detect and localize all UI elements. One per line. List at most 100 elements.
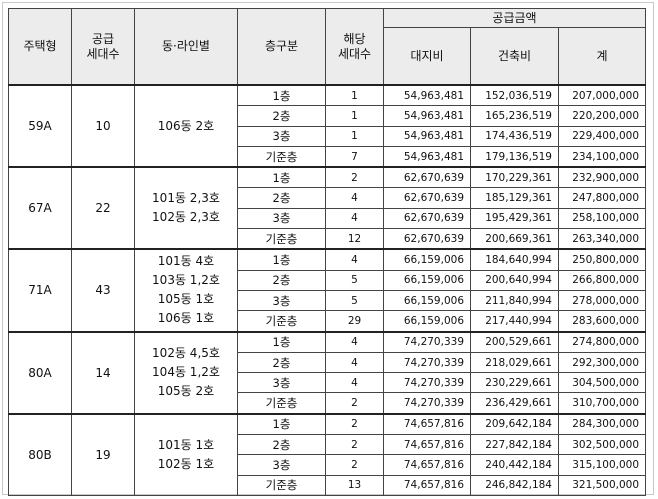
building-line-entry: 102동 1호 xyxy=(157,456,215,471)
table-row: 2층 1 54,963,481 165,236,519 220,200,000 xyxy=(9,105,647,127)
housing-type-cell: 80B xyxy=(8,412,72,496)
land-cost-cell: 74,657,816 xyxy=(383,474,471,496)
applicable-households-cell: 12 xyxy=(325,228,384,250)
applicable-households-cell: 29 xyxy=(325,310,384,333)
land-cost-cell: 66,159,006 xyxy=(383,269,471,291)
construction-cost-cell: 200,669,361 xyxy=(470,228,559,250)
table-row: 기준층 7 54,963,481 179,136,519 234,100,000 xyxy=(9,145,647,168)
land-cost-cell: 62,670,639 xyxy=(383,187,471,209)
total-cost-cell: 207,000,000 xyxy=(557,84,647,107)
total-cost-cell: 304,500,000 xyxy=(557,372,647,394)
floor-cell: 기준층 xyxy=(237,310,326,333)
floor-cell: 기준층 xyxy=(237,145,326,168)
applicable-households-cell: 2 xyxy=(325,392,384,415)
table-row: 3층 4 62,670,639 195,429,361 258,100,000 xyxy=(9,207,647,230)
land-cost-cell: 62,670,639 xyxy=(383,228,471,250)
header-housing-type: 주택형 xyxy=(8,8,72,86)
total-cost-cell: 220,200,000 xyxy=(557,105,647,127)
land-cost-cell: 74,270,339 xyxy=(383,330,471,353)
floor-cell: 1층 xyxy=(237,412,326,436)
applicable-households-cell: 5 xyxy=(325,289,384,312)
land-cost-cell: 74,657,816 xyxy=(383,454,471,476)
table-row: 2층 4 62,670,639 185,129,361 247,800,000 xyxy=(9,187,647,209)
land-cost-cell: 74,270,339 xyxy=(383,351,471,374)
land-cost-cell: 66,159,006 xyxy=(383,289,471,312)
land-cost-cell: 54,963,481 xyxy=(383,145,471,168)
building-line-cell: 106동 2호 xyxy=(134,83,238,168)
floor-cell: 2층 xyxy=(237,187,326,209)
construction-cost-cell: 230,229,661 xyxy=(470,372,559,394)
total-cost-cell: 234,100,000 xyxy=(557,145,647,168)
building-line-entry: 103동 1,2호 xyxy=(152,273,220,288)
total-cost-cell: 321,500,000 xyxy=(557,474,647,496)
table-row: 2층 2 74,657,816 227,842,184 302,500,000 xyxy=(9,434,647,456)
floor-cell: 기준층 xyxy=(237,474,326,496)
table-row: 80A 14 102동 4,5호 104동 1,2호 105동 2호 1층 4 74,270,… xyxy=(8,330,647,415)
applicable-households-cell: 1 xyxy=(325,105,384,127)
floor-cell: 2층 xyxy=(237,105,326,127)
header-total: 계 xyxy=(557,27,647,86)
housing-type-cell: 59A xyxy=(8,83,72,168)
table-row: 80B 19 101동 1호 102동 1호 1층 2 74,657,816 209,642,… xyxy=(8,412,647,496)
construction-cost-cell: 185,129,361 xyxy=(470,187,559,209)
land-cost-cell: 74,657,816 xyxy=(383,412,471,436)
building-line-entry: 102동 2,3호 xyxy=(152,210,220,225)
land-cost-cell: 66,159,006 xyxy=(383,310,471,333)
floor-cell: 3층 xyxy=(237,207,326,230)
floor-cell: 3층 xyxy=(237,125,326,147)
total-cost-cell: 315,100,000 xyxy=(557,454,647,476)
applicable-households-cell: 2 xyxy=(325,434,384,456)
header-floor-division: 층구분 xyxy=(237,8,326,86)
total-cost-cell: 266,800,000 xyxy=(557,269,647,291)
applicable-households-cell: 4 xyxy=(325,248,384,271)
floor-cell: 2층 xyxy=(237,351,326,374)
housing-type-cell: 71A xyxy=(8,248,72,333)
floor-cell: 3층 xyxy=(237,372,326,394)
floor-cell: 1층 xyxy=(237,166,326,189)
construction-cost-cell: 209,642,184 xyxy=(470,412,559,436)
construction-cost-cell: 200,640,994 xyxy=(470,269,559,291)
floor-cell: 3층 xyxy=(237,454,326,476)
total-cost-cell: 258,100,000 xyxy=(557,207,647,230)
total-cost-cell: 229,400,000 xyxy=(557,125,647,147)
construction-cost-cell: 211,840,994 xyxy=(470,289,559,312)
applicable-households-cell: 1 xyxy=(325,84,384,107)
supply-households-cell: 14 xyxy=(71,330,135,415)
land-cost-cell: 54,963,481 xyxy=(383,84,471,107)
building-line-cell: 101동 4호 103동 1,2호 105동 1호 106동 1호 xyxy=(134,248,238,333)
construction-cost-cell: 236,429,661 xyxy=(470,392,559,415)
construction-cost-cell: 240,442,184 xyxy=(470,454,559,476)
table-row: 67A 22 101동 2,3호 102동 2,3호 1층 2 62,670,639 170,… xyxy=(8,166,647,250)
header-supply-households-text: 공급 세대수 xyxy=(86,31,120,61)
total-cost-cell: 232,900,000 xyxy=(557,166,647,189)
applicable-households-cell: 2 xyxy=(325,412,384,436)
floor-cell: 1층 xyxy=(237,330,326,353)
table-header: 주택형 공급 세대수 동·라인별 층구분 해당 세대수 공급금액 대지비 건축비… xyxy=(8,8,647,86)
floor-cell: 1층 xyxy=(237,248,326,271)
building-line-entry: 106동 1호 xyxy=(157,311,215,326)
applicable-households-cell: 4 xyxy=(325,351,384,374)
building-line-entry: 105동 2호 xyxy=(157,384,215,399)
header-supply-households: 공급 세대수 xyxy=(71,8,135,86)
table-row: 3층 5 66,159,006 211,840,994 278,000,000 xyxy=(9,289,647,312)
table-row: 71A 43 101동 4호 103동 1,2호 105동 1호 106동 1호 1층 4 66… xyxy=(8,248,647,333)
applicable-households-cell: 2 xyxy=(325,454,384,476)
table-body: 59A 10 106동 2호 1층 1 54,963,481 152,036,519 207,… xyxy=(8,83,647,496)
land-cost-cell: 74,270,339 xyxy=(383,372,471,394)
header-applicable-households: 해당 세대수 xyxy=(325,8,384,86)
total-cost-cell: 247,800,000 xyxy=(557,187,647,209)
applicable-households-cell: 4 xyxy=(325,187,384,209)
land-cost-cell: 62,670,639 xyxy=(383,166,471,189)
total-cost-cell: 263,340,000 xyxy=(557,228,647,250)
total-cost-cell: 283,600,000 xyxy=(557,310,647,333)
building-line-cell: 101동 1호 102동 1호 xyxy=(134,412,238,496)
applicable-households-cell: 5 xyxy=(325,269,384,291)
housing-type-cell: 67A xyxy=(8,166,72,250)
total-cost-cell: 250,800,000 xyxy=(557,248,647,271)
building-line-entry: 102동 4,5호 xyxy=(152,346,220,361)
supply-price-table: 주택형 공급 세대수 동·라인별 층구분 해당 세대수 공급금액 대지비 건축비… xyxy=(8,8,647,496)
floor-cell: 2층 xyxy=(237,269,326,291)
floor-cell: 1층 xyxy=(237,84,326,107)
applicable-households-cell: 4 xyxy=(325,372,384,394)
supply-households-cell: 19 xyxy=(71,412,135,496)
